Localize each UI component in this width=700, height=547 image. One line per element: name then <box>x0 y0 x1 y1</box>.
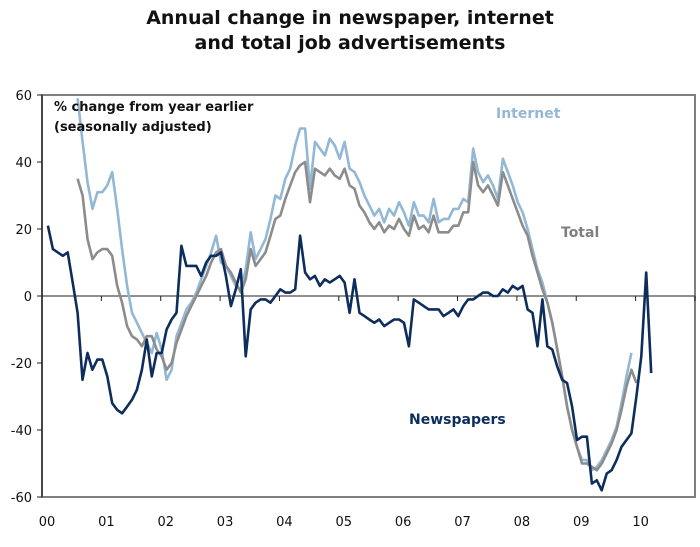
annotation-line-2: (seasonally adjusted) <box>54 120 212 135</box>
chart-title-line-1: Annual change in newspaper, internet <box>146 7 554 29</box>
series-label-total: Total <box>561 225 599 241</box>
chart-title-line-2: and total job advertisements <box>194 32 506 54</box>
y-tick-label: -40 <box>11 424 32 439</box>
chart-title: Annual change in newspaper, internet and… <box>0 6 700 56</box>
y-tick-label: 60 <box>15 89 32 104</box>
x-tick-label: 06 <box>395 515 412 530</box>
x-tick-label: 10 <box>632 515 649 530</box>
annotation-line-1: % change from year earlier <box>54 100 254 115</box>
y-tick-label: 20 <box>15 223 32 238</box>
x-tick-label: 08 <box>514 515 531 530</box>
series-label-newspapers: Newspapers <box>409 412 506 428</box>
x-tick-label: 00 <box>39 515 56 530</box>
series-line-total <box>76 160 638 472</box>
series-lines <box>46 98 653 492</box>
x-tick-label: 04 <box>276 515 293 530</box>
series-line-newspapers <box>46 225 653 492</box>
y-tick-label: -60 <box>11 491 32 506</box>
x-tick-label: 07 <box>454 515 471 530</box>
x-tick-label: 09 <box>573 515 590 530</box>
x-tick-label: 03 <box>217 515 234 530</box>
y-tick-label: -20 <box>11 357 32 372</box>
x-axis-ticks: 00 01 02 03 04 05 06 07 08 09 10 <box>39 296 696 530</box>
y-axis-ticks: 60 40 20 0 -20 -40 -60 <box>11 89 42 506</box>
y-tick-label: 0 <box>24 290 32 305</box>
y-tick-label: 40 <box>15 156 32 171</box>
x-tick-label: 01 <box>98 515 115 530</box>
x-tick-label: 05 <box>336 515 353 530</box>
series-label-internet: Internet <box>496 106 561 122</box>
x-tick-label: 02 <box>157 515 174 530</box>
